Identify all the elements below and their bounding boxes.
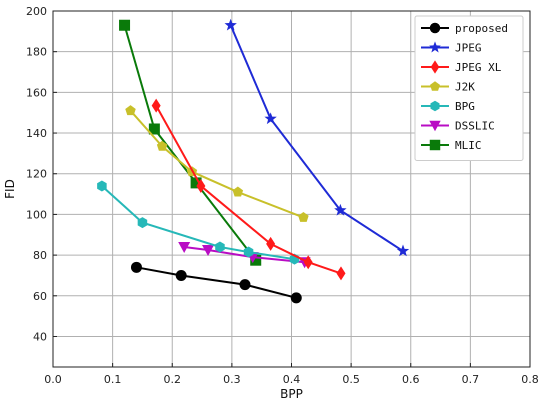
data-point-proposed [239, 279, 251, 291]
x-tick-label: 0.1 [104, 373, 122, 386]
data-point-j2k [125, 105, 136, 116]
data-point-proposed [290, 292, 302, 304]
legend-item-bpg: BPG [421, 100, 475, 113]
series-line-mlic [123, 24, 257, 261]
data-point-bpg [97, 180, 107, 192]
legend-label: BPG [455, 100, 475, 113]
x-tick-label: 0.5 [342, 373, 360, 386]
data-point-j2k [232, 186, 244, 197]
data-point-dsslic [178, 241, 191, 253]
legend-box [414, 15, 524, 161]
data-point-mlic [190, 177, 202, 189]
x-tick-label: 0.7 [462, 373, 480, 386]
data-point-mlic [119, 19, 131, 31]
series-line-proposed [136, 266, 297, 299]
x-tick-label: 0.6 [402, 373, 420, 386]
y-tick-label: 160 [26, 86, 47, 99]
x-tick-label: 0.0 [44, 373, 62, 386]
y-tick-label: 60 [33, 290, 47, 303]
data-point-mlic [250, 254, 262, 266]
data-point-bpg [137, 217, 148, 229]
series-layer [97, 18, 410, 304]
legend-item-proposed: proposed [421, 22, 508, 35]
legend-item-j2k: J2K [421, 81, 475, 94]
legend-item-jpeg-xl: JPEG XL [421, 60, 502, 74]
data-point-proposed [175, 269, 187, 281]
legend-marker [429, 120, 441, 132]
legend-marker [429, 139, 441, 151]
data-point-jpeg-xl [303, 255, 313, 270]
y-tick-label: 140 [26, 127, 47, 140]
x-tick-label: 0.8 [521, 373, 539, 386]
x-axis-title: BPP [280, 387, 303, 401]
data-point-jpeg [264, 112, 277, 125]
legend-item-mlic: MLIC [421, 139, 482, 152]
series-bpg [97, 180, 300, 265]
legend-marker [430, 60, 440, 74]
data-point-mlic [148, 123, 160, 135]
x-axis-ticks: 0.0 0.1 0.2 0.3 0.4 0.5 0.6 0.7 0.8 [44, 363, 539, 386]
y-tick-label: 100 [26, 208, 47, 221]
legend-label: J2K [455, 81, 475, 94]
series-proposed [130, 261, 302, 304]
legend-marker [430, 81, 440, 91]
y-tick-label: 80 [33, 249, 47, 262]
data-point-jpeg [224, 18, 237, 31]
data-point-jpeg-xl [336, 266, 346, 281]
data-point-proposed [130, 261, 142, 273]
legend-marker [429, 22, 441, 34]
data-point-jpeg-xl [151, 98, 161, 113]
legend-label: proposed [455, 22, 508, 35]
legend-marker [430, 100, 440, 112]
data-point-jpeg [334, 203, 347, 216]
data-point-jpeg-xl [266, 236, 276, 251]
y-axis-title: FID [3, 179, 17, 199]
data-point-j2k [298, 211, 309, 222]
data-point-dsslic [202, 245, 215, 257]
x-tick-label: 0.3 [223, 373, 241, 386]
data-point-bpg [215, 241, 225, 253]
legend-item-jpeg: JPEG [421, 41, 482, 55]
legend-marker [429, 41, 441, 53]
data-point-jpeg [396, 244, 410, 257]
legend: proposed JPEG JPEG XL J2K BPG DSSLIC MLIC [414, 15, 524, 161]
series-line-jpeg [229, 24, 404, 252]
x-tick-label: 0.2 [164, 373, 182, 386]
data-point-bpg [243, 246, 254, 258]
data-point-jpeg-xl [196, 178, 206, 193]
legend-item-dsslic: DSSLIC [421, 120, 495, 133]
y-axis-ticks: 40 60 80 100 120 140 160 180 200 [26, 5, 57, 343]
y-tick-label: 200 [26, 5, 47, 18]
x-tick-label: 0.4 [283, 373, 301, 386]
series-jpeg-xl [151, 98, 346, 281]
series-line-dsslic [184, 245, 305, 264]
legend-label: JPEG [455, 42, 482, 55]
legend-label: DSSLIC [455, 120, 495, 133]
data-point-j2k [156, 140, 168, 151]
legend-label: MLIC [455, 139, 482, 152]
series-mlic [119, 19, 262, 266]
series-jpeg [224, 18, 410, 257]
y-tick-label: 180 [26, 46, 47, 59]
legend-label: JPEG XL [455, 61, 502, 74]
y-tick-label: 40 [33, 330, 47, 343]
y-tick-label: 120 [26, 168, 47, 181]
